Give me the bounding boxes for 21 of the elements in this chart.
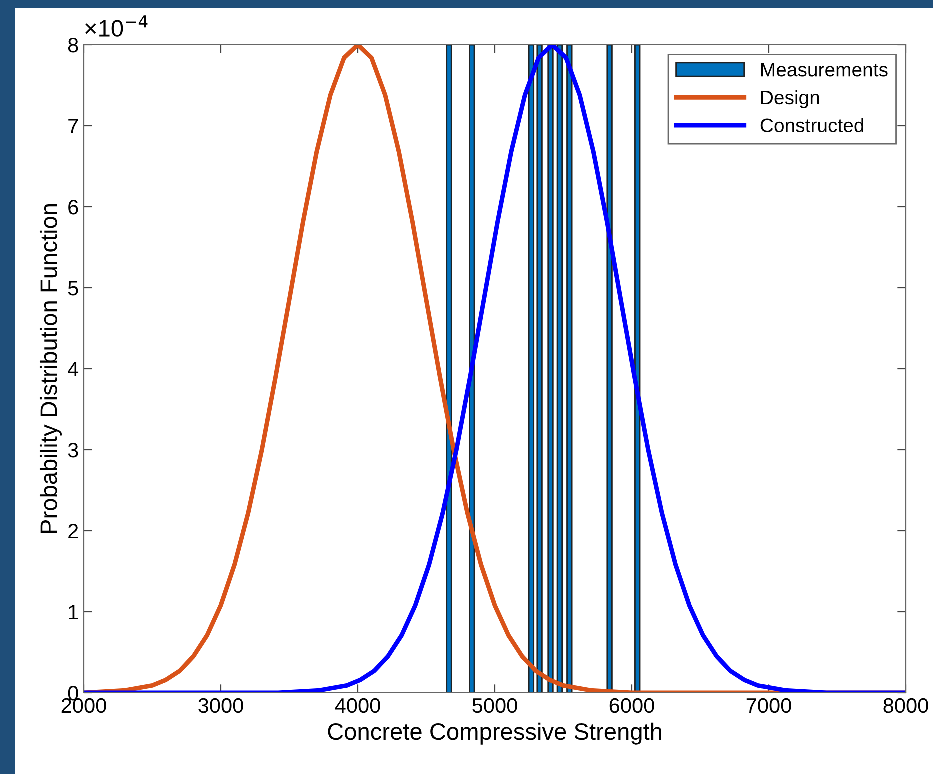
legend-label: Measurements [762,63,888,77]
y-tick-label: 6 [68,200,78,215]
x-tick-label: 7000 [746,698,792,714]
x-tick-label: 8000 [884,698,928,714]
line-series [84,45,906,693]
legend-label: Constructed [760,118,864,132]
x-axis-title: Concrete Compressive Strength [328,722,662,745]
x-tick-label: 3000 [198,698,244,714]
y-tick-label: 7 [68,119,78,134]
y-axis-title: Probability Distribution Function [40,204,62,534]
y-tick-label: 2 [68,524,78,539]
y-tick-label: 8 [68,38,78,53]
legend-label: Design [762,90,820,108]
text: ×10$^{−4}$ [86,16,148,37]
y-tick-label: 5 [68,281,78,296]
x-tick-label: 5000 [472,698,518,714]
x-tick-label: 6000 [610,698,654,714]
y-tick-label: 3 [68,443,78,458]
y-tick-label: 4 [68,362,79,377]
x-tick-label: 4000 [335,698,380,714]
y-tick-label: 1 [69,605,78,620]
